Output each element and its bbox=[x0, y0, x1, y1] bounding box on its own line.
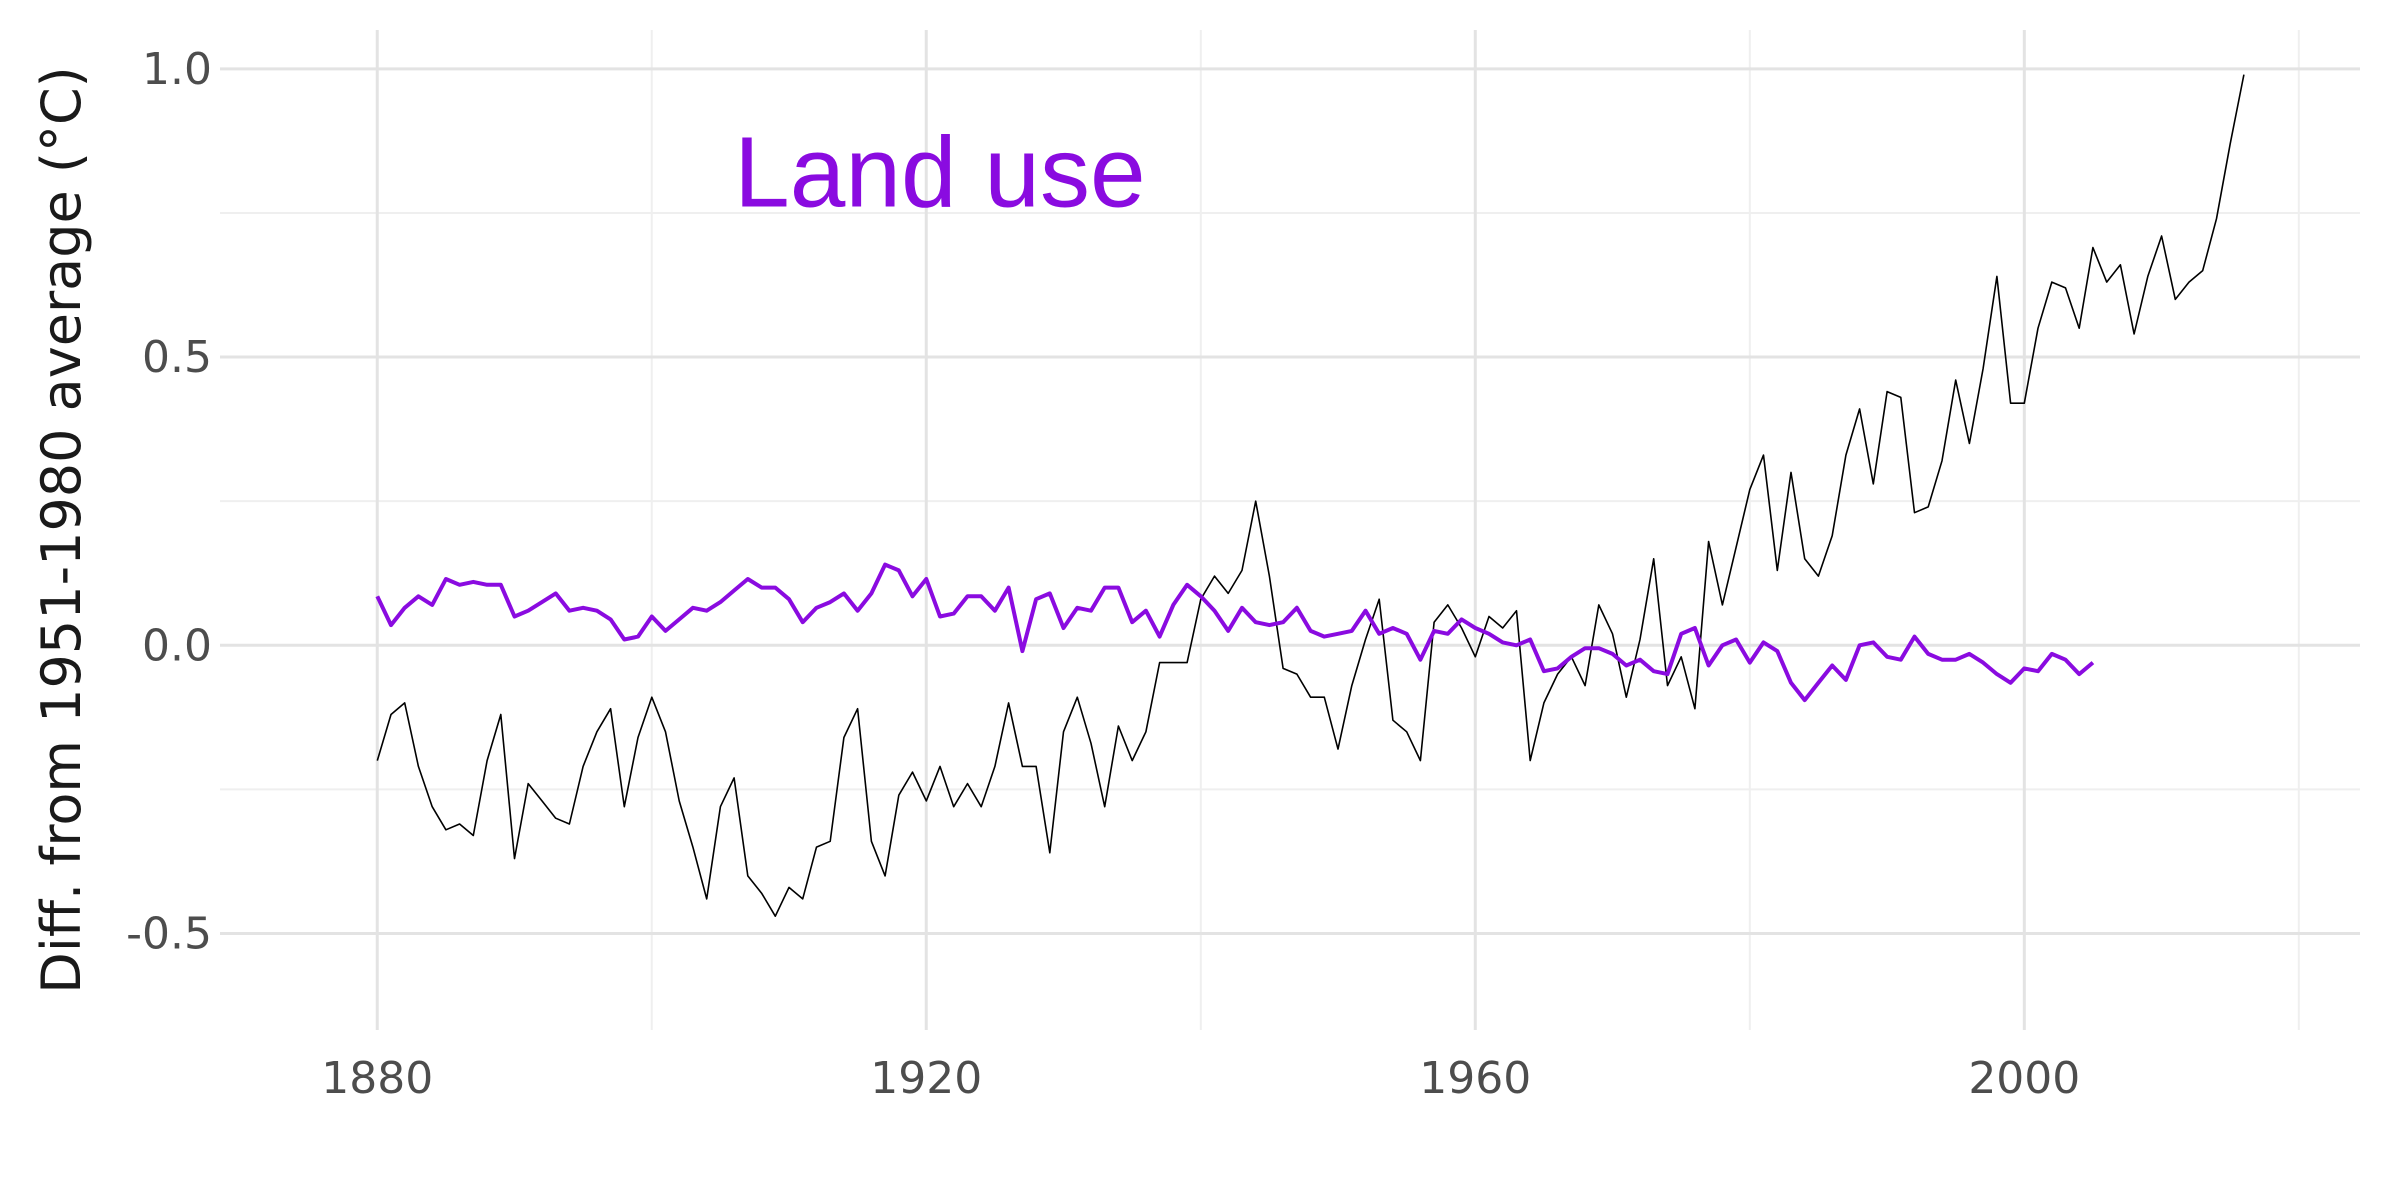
y-tick-label: 1.0 bbox=[142, 44, 212, 95]
series-layer bbox=[375, 74, 2245, 918]
y-tick-label: -0.5 bbox=[126, 909, 212, 960]
x-tick-label: 2000 bbox=[1968, 1053, 2080, 1104]
y-axis-ticks: -0.5 0.0 0.5 1.0 bbox=[126, 44, 212, 960]
x-axis-ticks: 1880 1920 1960 2000 bbox=[321, 1053, 2080, 1104]
annotation-land-use: Land use bbox=[734, 117, 1145, 229]
x-tick-label: 1920 bbox=[870, 1053, 982, 1104]
x-tick-label: 1960 bbox=[1419, 1053, 1531, 1104]
y-tick-label: 0.0 bbox=[142, 620, 212, 671]
y-axis-title: Diff. from 1951-1980 average (°C) bbox=[30, 66, 93, 994]
x-tick-label: 1880 bbox=[321, 1053, 433, 1104]
grid bbox=[220, 30, 2360, 1030]
y-tick-label: 0.5 bbox=[142, 332, 212, 383]
series-line-black bbox=[376, 74, 2245, 918]
series-line-purple bbox=[375, 562, 2095, 703]
